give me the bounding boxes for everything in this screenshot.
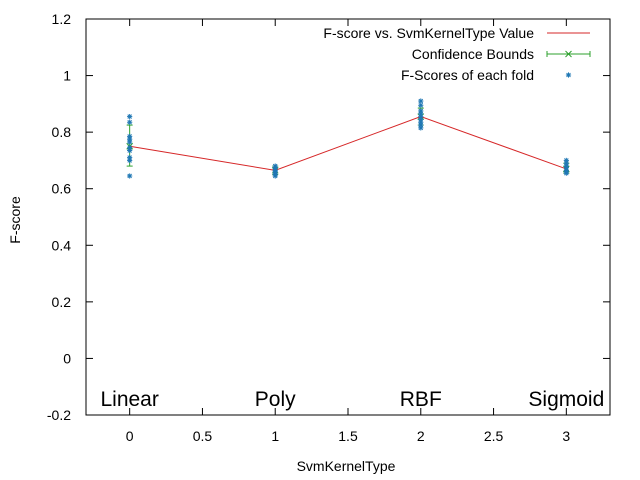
x-tick-label: 1.5 xyxy=(338,428,358,444)
fold-fscore-point xyxy=(127,157,133,164)
y-tick-label: 0.6 xyxy=(52,181,72,197)
legend: F-score vs. SvmKernelType Value Confidenc… xyxy=(323,25,591,83)
y-tick-label: 0 xyxy=(63,350,71,366)
fold-fscore-point xyxy=(127,173,133,179)
legend-scatter-swatch xyxy=(565,72,572,78)
category-labels: Linear Poly RBF Sigmoid xyxy=(100,388,604,411)
category-label: Sigmoid xyxy=(528,388,604,411)
fold-fscore-point xyxy=(127,139,133,145)
fold-fscore-point xyxy=(563,170,569,176)
category-label: Linear xyxy=(100,388,158,411)
y-tick-label: 0.2 xyxy=(52,294,72,310)
fscore-line xyxy=(129,116,567,171)
x-tick-label: 0 xyxy=(126,428,134,444)
category-label: Poly xyxy=(255,388,296,411)
x-tick-label: 1 xyxy=(271,428,279,444)
y-tick-label: -0.2 xyxy=(47,407,71,423)
fold-fscore-point xyxy=(272,173,278,179)
y-axis-label: F-score xyxy=(7,196,23,244)
x-tick-label: 2 xyxy=(417,428,425,444)
fold-fscore-point xyxy=(418,125,424,131)
fold-fscore-point xyxy=(127,113,133,120)
x-tick-label: 0.5 xyxy=(193,428,213,444)
x-tick-label: 2.5 xyxy=(484,428,504,444)
legend-label: F-Scores of each fold xyxy=(401,67,534,83)
fold-fscore-point xyxy=(127,119,133,125)
legend-label: Confidence Bounds xyxy=(412,46,534,62)
x-tick-label: 3 xyxy=(562,428,570,444)
y-axis: -0.2 0 0.2 0.4 0.6 0.8 1 1.2 xyxy=(47,11,610,423)
x-axis: 0 0.5 1 1.5 2 2.5 3 xyxy=(126,19,570,444)
fold-fscore-point xyxy=(418,102,424,108)
series-layer xyxy=(126,98,570,179)
legend-label: F-score vs. SvmKernelType Value xyxy=(323,25,534,41)
x-axis-label: SvmKernelType xyxy=(297,458,396,474)
y-tick-label: 1 xyxy=(63,68,71,84)
legend-errorbar-swatch xyxy=(546,50,591,58)
y-tick-label: 0.8 xyxy=(52,124,72,140)
category-label: RBF xyxy=(400,388,442,411)
fold-fscore-point xyxy=(127,147,133,154)
y-tick-label: 1.2 xyxy=(52,11,72,27)
y-tick-label: 0.4 xyxy=(52,237,72,253)
